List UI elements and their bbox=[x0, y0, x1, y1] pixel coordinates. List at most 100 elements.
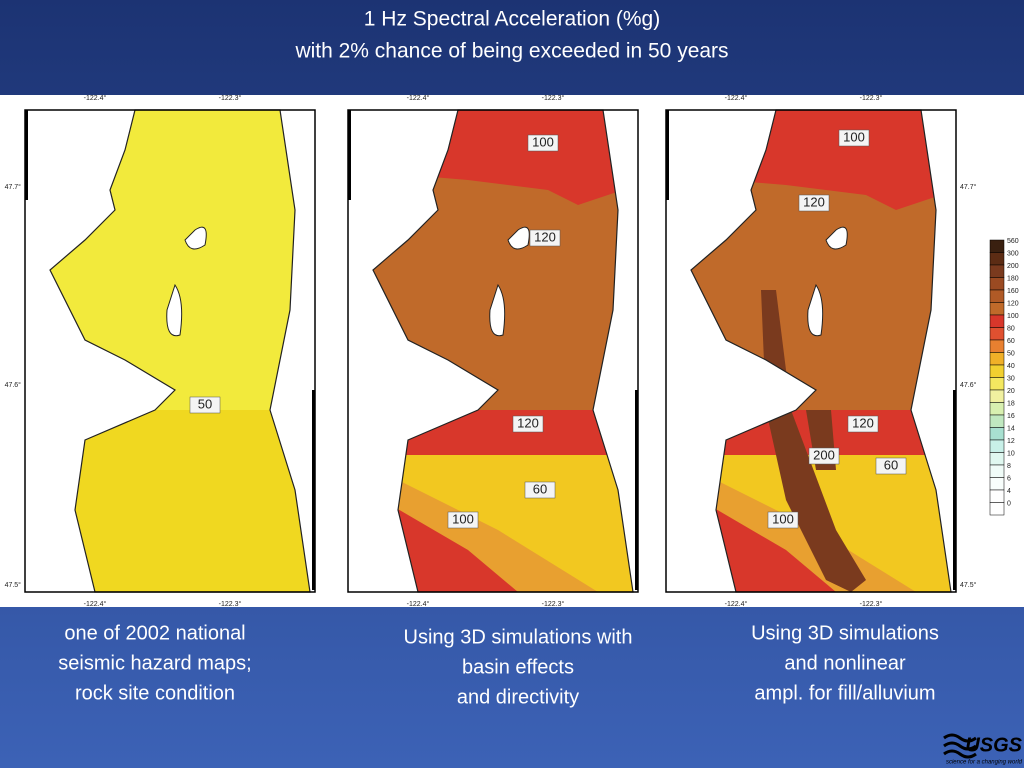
caption: ampl. for fill/alluvium bbox=[754, 682, 935, 704]
caption: Using 3D simulations with bbox=[404, 626, 633, 648]
contour-label-box bbox=[875, 457, 907, 475]
contour-label: 100 bbox=[772, 511, 794, 526]
legend-swatch bbox=[989, 264, 1005, 278]
lat-label: 47.6° bbox=[960, 381, 977, 389]
legend-swatch bbox=[989, 477, 1005, 491]
lat-label: 47.5° bbox=[5, 581, 22, 589]
frame-bar bbox=[312, 390, 315, 590]
caption: and nonlinear bbox=[784, 652, 906, 674]
contour-label: 100 bbox=[532, 134, 554, 149]
caption: one of 2002 national bbox=[64, 622, 245, 644]
legend-swatch bbox=[989, 289, 1005, 303]
lon-label: -122.3° bbox=[860, 94, 883, 102]
legend-swatch bbox=[989, 239, 1005, 253]
lon-label: -122.4° bbox=[407, 600, 430, 608]
contour-label: 120 bbox=[803, 194, 825, 209]
contour-label-box bbox=[767, 511, 799, 529]
lat-label: 47.5° bbox=[960, 581, 977, 589]
contour-label-box bbox=[798, 194, 830, 212]
contour-label-box bbox=[527, 134, 559, 152]
contour-label: 120 bbox=[852, 415, 874, 430]
legend-label: 300 bbox=[1007, 250, 1019, 257]
legend-label: 160 bbox=[1007, 288, 1019, 295]
logo-wave bbox=[943, 733, 977, 759]
hazard-zone bbox=[50, 410, 310, 592]
legend-swatch bbox=[989, 352, 1005, 366]
legend-swatch bbox=[989, 339, 1005, 353]
lon-label: -122.3° bbox=[542, 94, 565, 102]
legend-label: 560 bbox=[1007, 238, 1019, 245]
lat-label: 47.6° bbox=[5, 381, 22, 389]
legend-swatch bbox=[989, 414, 1005, 428]
legend-label: 50 bbox=[1007, 350, 1015, 357]
contour-label: 100 bbox=[843, 129, 865, 144]
legend-label: 10 bbox=[1007, 450, 1015, 457]
contour-label-box bbox=[189, 396, 221, 414]
legend-label: 14 bbox=[1007, 425, 1015, 432]
contour-label-box bbox=[838, 129, 870, 147]
legend-swatch bbox=[989, 302, 1005, 316]
map-frame bbox=[665, 109, 957, 593]
legend-label: 8 bbox=[1007, 463, 1011, 470]
frame-bar bbox=[953, 390, 956, 590]
lon-label: -122.4° bbox=[725, 600, 748, 608]
caption: rock site condition bbox=[75, 682, 235, 704]
legend-swatch bbox=[989, 327, 1005, 341]
legend-label: 4 bbox=[1007, 488, 1011, 495]
slide-title: with 2% chance of being exceeded in 50 y… bbox=[294, 40, 728, 63]
legend-swatch bbox=[989, 427, 1005, 441]
legend-swatch bbox=[989, 314, 1005, 328]
frame-bar bbox=[348, 110, 351, 200]
legend-swatch bbox=[989, 402, 1005, 416]
legend-label: 0 bbox=[1007, 500, 1011, 507]
legend-swatch bbox=[989, 377, 1005, 391]
legend-label: 6 bbox=[1007, 475, 1011, 482]
lon-label: -122.3° bbox=[860, 600, 883, 608]
logo-tagline: science for a changing world bbox=[946, 760, 1023, 766]
frame-bar bbox=[25, 110, 28, 200]
lon-label: -122.3° bbox=[219, 600, 242, 608]
contour-label-box bbox=[847, 415, 879, 433]
legend-swatch bbox=[989, 452, 1005, 466]
legend-label: 20 bbox=[1007, 388, 1015, 395]
contour-label-box bbox=[529, 229, 561, 247]
legend-swatch bbox=[989, 439, 1005, 453]
legend-swatch bbox=[989, 389, 1005, 403]
caption: Using 3D simulations bbox=[751, 622, 939, 644]
frame-bar bbox=[635, 390, 638, 590]
legend-label: 120 bbox=[1007, 300, 1019, 307]
contour-label: 120 bbox=[517, 415, 539, 430]
caption: seismic hazard maps; bbox=[58, 652, 251, 674]
caption: and directivity bbox=[457, 686, 579, 708]
contour-label-box bbox=[524, 481, 556, 499]
legend-label: 80 bbox=[1007, 325, 1015, 332]
map-frame bbox=[347, 109, 639, 593]
legend-swatch bbox=[989, 502, 1005, 516]
logo-name: USGS bbox=[965, 734, 1022, 756]
legend-label: 16 bbox=[1007, 413, 1015, 420]
legend-swatch bbox=[989, 252, 1005, 266]
coastline bbox=[372, 109, 634, 593]
lon-label: -122.4° bbox=[84, 600, 107, 608]
lake bbox=[489, 226, 530, 337]
slide-title: 1 Hz Spectral Acceleration (%g) bbox=[364, 8, 660, 31]
contour-label-box bbox=[447, 511, 479, 529]
caption: basin effects bbox=[462, 656, 574, 678]
coastline bbox=[690, 109, 952, 593]
legend-label: 180 bbox=[1007, 275, 1019, 282]
legend-label: 60 bbox=[1007, 338, 1015, 345]
lon-label: -122.4° bbox=[407, 94, 430, 102]
lon-label: -122.3° bbox=[219, 94, 242, 102]
contour-label: 100 bbox=[452, 511, 474, 526]
legend-swatch bbox=[989, 464, 1005, 478]
legend-swatch bbox=[989, 364, 1005, 378]
contour-label: 120 bbox=[534, 229, 556, 244]
contour-label: 50 bbox=[198, 396, 212, 411]
legend-label: 30 bbox=[1007, 375, 1015, 382]
map-frame bbox=[24, 109, 316, 593]
hazard-zone bbox=[761, 290, 866, 592]
lon-label: -122.3° bbox=[542, 600, 565, 608]
legend-label: 40 bbox=[1007, 363, 1015, 370]
contour-label-box bbox=[808, 447, 840, 465]
